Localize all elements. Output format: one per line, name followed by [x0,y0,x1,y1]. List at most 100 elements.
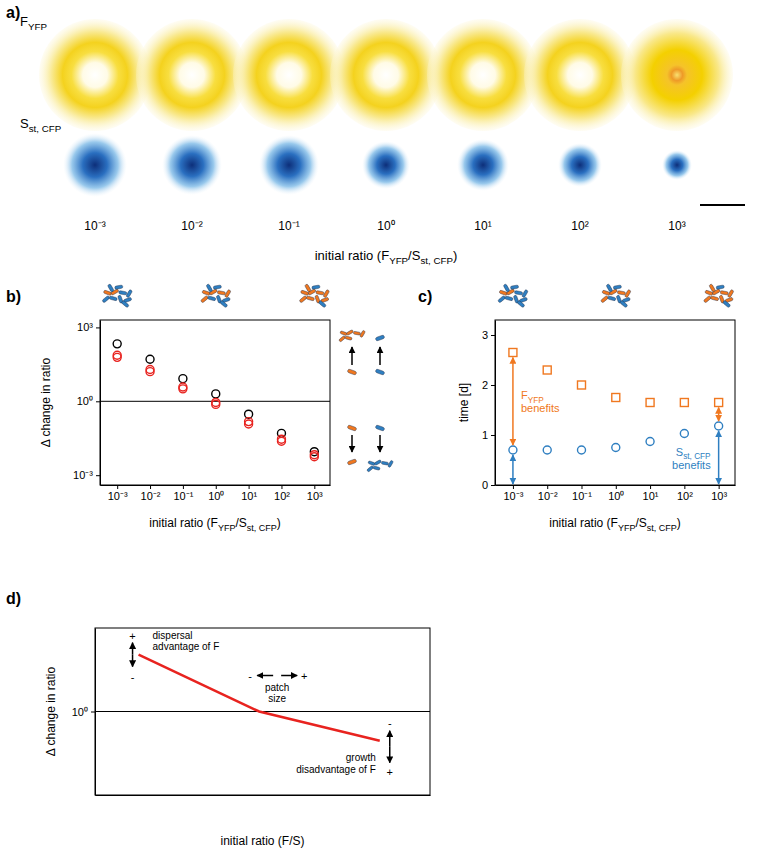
axis-line [100,321,101,486]
tick: 10⁰ [208,485,224,502]
data-point [612,394,620,402]
text-part: initial ratio (F [315,248,389,263]
tick-label: 10⁻² [141,490,161,502]
text-part: benefits [521,402,560,414]
tick-label: 10¹ [474,219,491,233]
benefit-arrow [718,408,720,422]
data-point [146,355,154,363]
text-part: size [268,693,286,704]
cell-icon [217,291,225,296]
tick-label: 10⁻¹ [278,219,299,233]
sign: + [387,766,393,778]
cell-icon [727,289,734,298]
tick-mark [513,485,514,489]
text-part: /S [408,248,421,263]
tick-mark [616,485,617,489]
row-label: Sst, CFP [20,116,61,134]
tick: 10⁰ [608,485,624,502]
row-label: FYFP [20,14,47,32]
tick-label: 10⁰ [72,706,88,718]
tick-label: 10³ [668,219,685,233]
data-point [212,400,220,408]
annotation: benefits [672,459,711,471]
panel-letter: a) [6,4,20,21]
icon-arrow [389,731,391,747]
y-axis-title: Δ change in ratio [39,357,53,447]
annotation: patch [265,682,289,693]
data-point [212,390,220,398]
data-line [139,655,380,741]
text-part: 10⁰ [377,219,394,233]
data-point [612,444,620,452]
cfp-colony-image [362,141,410,189]
cell-icon [375,369,385,375]
data-point [179,375,187,383]
cell-icon [709,284,716,293]
tick-label: 0 [482,479,488,491]
benefit-arrow [512,455,514,484]
text-part: b) [6,288,21,305]
benefit-arrow [512,358,514,446]
plot-area [509,349,723,485]
tick-label: 10⁻³ [84,219,105,233]
cell-icon [213,285,221,290]
cell-icon [224,289,231,298]
axis: 10³10⁰10⁻³ [73,321,100,486]
cell-icon [119,291,127,296]
tick-mark [96,401,100,402]
cell-icon [305,284,312,293]
tick-label: 10³ [307,490,323,502]
tick-mark [117,485,118,489]
tick: 3 [482,329,495,341]
tick: 10⁻³ [503,485,523,502]
icon-arrow [257,675,273,677]
subscript: st, CFP [420,255,453,266]
y-axis-title: Δ change in ratio [44,666,58,756]
data-point [146,368,154,376]
text-part: a) [6,4,20,21]
tick: 1 [482,429,495,441]
axis: 0 1 2 3 [482,321,496,492]
cell-icon [498,295,506,303]
cell-icon [710,296,719,301]
cell-icon [200,295,208,303]
axis: 10⁻³10⁻²10⁻¹10⁰10¹10²10³ [496,485,736,502]
cell-icon [340,331,348,336]
tick-label: 10⁻¹ [173,490,193,502]
icon-arrow [132,655,134,667]
tick-label: 10⁻³ [73,469,93,481]
tick-label: 10² [274,490,290,502]
scale-bar [700,204,745,206]
tick-label: 10⁰ [377,219,394,233]
cfp-colony-image [162,135,222,195]
text-part: initial ratio (F/S) [220,834,304,848]
tick: 10¹ [241,485,257,502]
cell-icon [299,295,307,303]
subscript: st, CFP [647,523,677,533]
sign: - [248,670,252,682]
data-point [646,438,654,446]
tick-label: 1 [482,429,488,441]
cell-icon [115,285,123,290]
x-axis-title: initial ratio (FYFP/Sst, CFP) [549,516,681,533]
text-part: 10⁻¹ [278,219,299,233]
cell-icon [600,295,608,303]
axis: 10⁻³10⁻²10⁻¹10⁰10¹10²10³ [101,485,331,502]
cell-icon [312,285,320,290]
data-point [509,349,517,357]
tick: 2 [482,379,495,391]
yfp-colony-image [233,19,345,131]
data-point [543,366,551,374]
sign: - [388,717,392,729]
tick: 10⁻² [141,485,161,502]
tick-label: 10¹ [643,490,659,502]
tick: 10⁻¹ [173,485,193,502]
cell-icon [318,300,326,308]
tick-mark [150,485,151,489]
cell-icon [345,336,352,341]
tick-mark [684,485,685,489]
text-part: S [20,116,29,131]
plot-area [100,340,330,461]
sign: + [301,670,307,682]
plot-frame [495,320,735,485]
